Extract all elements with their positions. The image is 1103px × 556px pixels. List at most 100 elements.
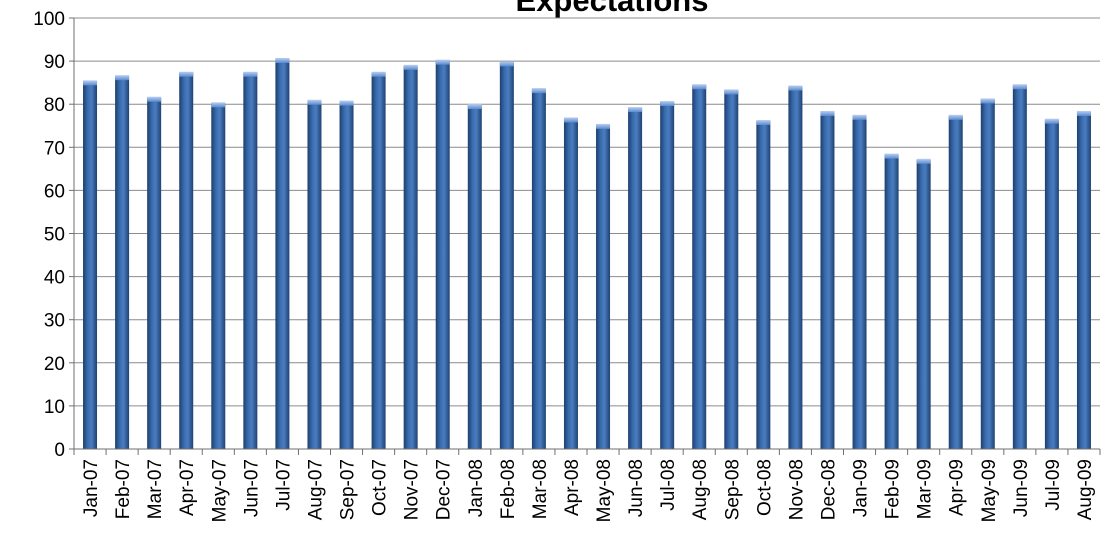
bar-oct-07 [371, 71, 386, 449]
y-tick-label: 40 [44, 268, 65, 289]
bar-mar-08 [531, 88, 546, 450]
bar-cap [83, 80, 98, 86]
bar-dec-08 [820, 110, 835, 449]
bar-cap [884, 153, 899, 159]
bar-cap [596, 123, 611, 129]
bar-jan-08 [467, 104, 482, 449]
bar-cap [499, 61, 514, 67]
bar [692, 85, 707, 450]
x-tick-label: Nov-08 [786, 459, 807, 520]
bar-cap [628, 107, 643, 113]
bar-cap [435, 59, 450, 65]
bar [628, 108, 643, 449]
bar-oct-08 [756, 120, 771, 449]
x-tick-label: Feb-08 [498, 459, 519, 519]
x-tick-label: Aug-07 [305, 459, 326, 520]
x-tick-label: Mar-07 [145, 459, 166, 519]
axes [69, 17, 1101, 455]
x-tick-label: Oct-08 [754, 459, 775, 516]
bar-cap [531, 88, 546, 94]
bar-apr-08 [563, 117, 578, 449]
bar [948, 115, 963, 449]
bar [499, 62, 514, 449]
y-tick-label: 90 [44, 52, 65, 73]
bar-may-09 [980, 98, 995, 450]
y-tick-label: 0 [54, 440, 65, 461]
x-tick-label: Jul-09 [1043, 459, 1064, 511]
bar-apr-09 [948, 114, 963, 449]
bar [403, 65, 418, 449]
bar-cap [1076, 110, 1091, 116]
y-tick-label: 10 [44, 397, 65, 418]
x-tick-label: Nov-07 [402, 459, 423, 520]
bar-may-08 [596, 123, 611, 449]
bar-sep-08 [724, 89, 739, 450]
bar-cap [403, 64, 418, 70]
bar-jan-09 [852, 114, 867, 449]
x-tick-label: Feb-09 [883, 459, 904, 519]
bar [1044, 119, 1059, 449]
x-tick-label: Jan-09 [851, 459, 872, 517]
bar [852, 115, 867, 449]
x-tick-label: May-08 [594, 459, 615, 522]
bar [1012, 85, 1027, 450]
bar [596, 124, 611, 449]
bar-jul-08 [660, 101, 675, 450]
x-tick-label: Mar-09 [915, 459, 936, 519]
y-tick-labels: 0 10 20 30 40 50 60 70 80 90 100 [33, 9, 65, 461]
bar-mar-07 [147, 96, 162, 450]
bar [756, 121, 771, 449]
bar-feb-09 [884, 153, 899, 449]
y-tick-label: 30 [44, 311, 65, 332]
bar-cap [1012, 84, 1027, 90]
y-tick-label: 70 [44, 138, 65, 159]
bar-aug-08 [692, 84, 707, 450]
bar-cap [756, 120, 771, 126]
bar-jan-07 [83, 80, 98, 450]
bar [275, 58, 290, 449]
x-tick-label: May-07 [209, 459, 230, 522]
bar-feb-08 [499, 61, 514, 449]
x-tick-label: Jun-08 [626, 459, 647, 517]
bar [211, 103, 226, 449]
bar [179, 72, 194, 449]
bar-aug-07 [307, 99, 322, 449]
chart-title: Expectations [516, 0, 709, 18]
bar-cap [980, 98, 995, 104]
y-tick-label: 20 [44, 354, 65, 375]
x-tick-label: Jan-07 [81, 459, 102, 517]
bar-cap [724, 89, 739, 95]
y-tick-label: 50 [44, 225, 65, 246]
bar-jul-07 [275, 57, 290, 449]
x-tick-label: Sep-07 [338, 459, 359, 520]
bar [243, 72, 258, 449]
bar [724, 90, 739, 450]
x-tick-label: Oct-07 [370, 459, 391, 516]
bar [980, 99, 995, 450]
y-tick-label: 100 [33, 9, 65, 30]
bar [1076, 111, 1091, 449]
bar-cap [948, 114, 963, 120]
x-tick-label: Jun-09 [1011, 459, 1032, 517]
gridlines [74, 17, 1100, 407]
bar-cap [307, 99, 322, 105]
bar-cap [371, 71, 386, 77]
x-tick-label: Apr-09 [947, 459, 968, 516]
bar-apr-07 [179, 71, 194, 449]
bar [307, 100, 322, 449]
bars [83, 57, 1091, 450]
y-tick-label: 60 [44, 181, 65, 202]
x-tick-label: Jul-07 [273, 459, 294, 511]
bar [467, 105, 482, 449]
bar-sep-07 [339, 100, 354, 449]
bar [563, 118, 578, 449]
bar-cap [660, 101, 675, 107]
bar [820, 111, 835, 449]
x-tick-label: Mar-08 [530, 459, 551, 519]
bar-jun-08 [628, 107, 643, 449]
bar-nov-07 [403, 64, 418, 449]
bar-cap [243, 71, 258, 77]
bar [788, 86, 803, 450]
x-tick-label: Apr-07 [177, 459, 198, 516]
x-tick-label: Sep-08 [722, 459, 743, 520]
